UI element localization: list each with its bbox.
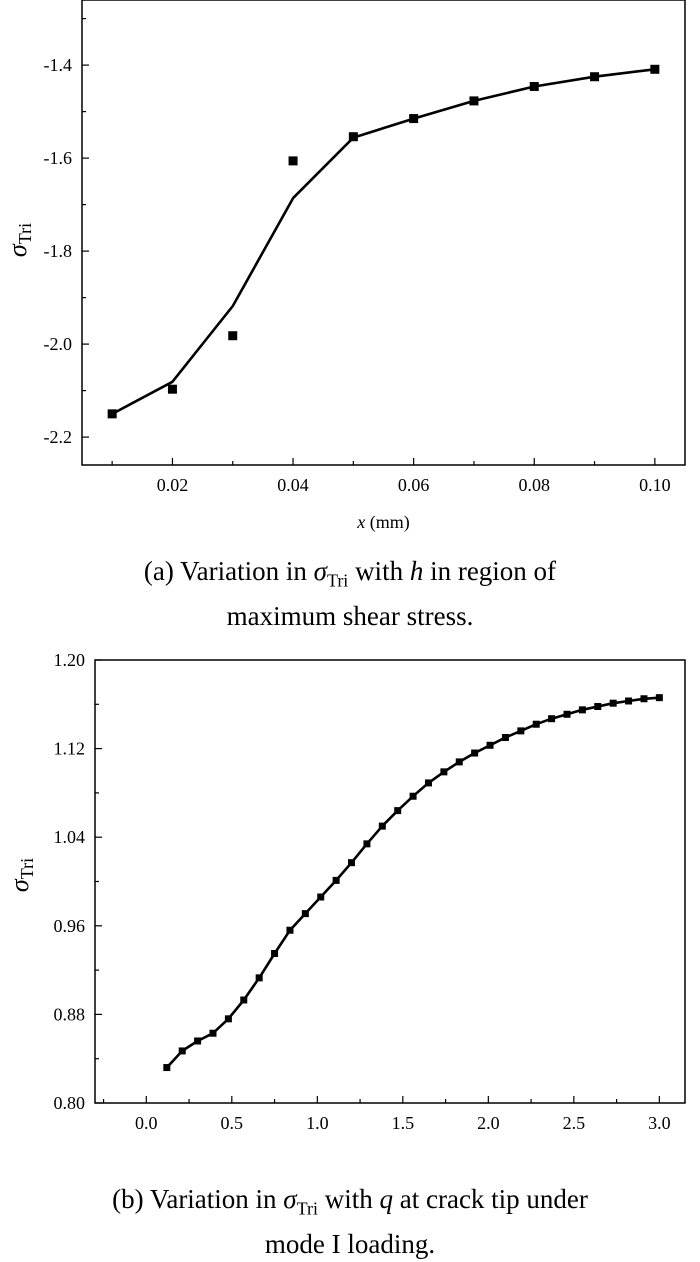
- x-axis-unit-a: (mm): [365, 512, 410, 533]
- y-axis-label-a: σTri: [3, 223, 35, 257]
- y-tick-label-b: 0.96: [54, 916, 86, 936]
- chart-b: 0.0 0.5 1.0 1.5 2.0 2.5 3.0 0.80 0.88 0.96 1.04 1.1…: [5, 650, 686, 1133]
- x-tick-label-a: 0.02: [157, 475, 189, 495]
- y-axis-subscript-b: Tri: [17, 858, 37, 879]
- data-point-b: [409, 792, 417, 800]
- series-line-a-1: [111, 68, 656, 416]
- y-axis-label-b: σTri: [5, 858, 37, 892]
- data-point-b: [317, 893, 325, 901]
- data-point-b: [486, 741, 494, 749]
- caption-b-line2: mode I loading.: [264, 1229, 436, 1260]
- chart-a: 0.02 0.04 0.06 0.08 0.10 -2.2 -2.0 -1.8 -1.6 -1.4…: [3, 0, 686, 533]
- caption-a-pre: (a) Variation in: [143, 556, 314, 586]
- data-point-b: [625, 697, 633, 705]
- data-point-b: [640, 695, 648, 703]
- caption-b-symbol: σ: [283, 1184, 297, 1214]
- y-tick-label-b: 0.88: [54, 1004, 86, 1024]
- data-point-b: [532, 720, 540, 728]
- x-tick-label-a: 0.08: [519, 475, 551, 495]
- data-point-b: [178, 1047, 186, 1055]
- y-axis-symbol-a: σ: [3, 243, 32, 257]
- data-point-b: [271, 949, 279, 957]
- data-point-b: [394, 807, 402, 815]
- caption-b-var: q: [379, 1184, 394, 1214]
- y-axis-subscript-a: Tri: [15, 223, 35, 244]
- y-tick-label-b: 1.12: [54, 739, 86, 759]
- caption-a-var: h: [409, 556, 424, 586]
- plot-frame-a: [81, 0, 686, 466]
- x-tick-label-a: 0.04: [277, 475, 309, 495]
- data-point-b: [655, 694, 663, 702]
- x-axis-label-a: x (mm): [356, 512, 410, 533]
- caption-b-pre: (b) Variation in: [112, 1184, 284, 1214]
- data-point-a: [288, 156, 298, 166]
- y-axis-symbol-b: σ: [5, 878, 34, 892]
- caption-a-subscript: Tri: [326, 570, 349, 591]
- data-point-b: [224, 1015, 232, 1023]
- data-point-b: [255, 974, 263, 982]
- data-point-a: [107, 409, 117, 419]
- y-tick-label-a: -2.0: [44, 334, 73, 354]
- y-tick-label-a: -2.2: [44, 427, 73, 447]
- caption-a-line2: maximum shear stress.: [226, 601, 474, 632]
- x-tick-label-a: 0.06: [398, 475, 430, 495]
- data-point-b: [286, 926, 294, 934]
- y-tick-label-a: -1.4: [44, 55, 73, 75]
- caption-b-line1: (b) Variation in σTri with q at crack ti…: [0, 1181, 700, 1226]
- caption-a-post: in region of: [423, 556, 557, 586]
- x-tick-label-b: 3.0: [648, 1113, 671, 1133]
- y-tick-label-a: -1.8: [44, 241, 73, 261]
- data-point-a: [167, 384, 177, 394]
- caption-b: (b) Variation in σTri with q at crack ti…: [0, 1181, 700, 1262]
- plot-frame-b: [94, 659, 686, 1104]
- series-line-b-0: [165, 696, 660, 1069]
- data-point-b: [209, 1029, 217, 1037]
- data-point-b: [455, 758, 463, 766]
- data-point-b: [563, 710, 571, 718]
- data-point-b: [301, 910, 309, 918]
- x-tick-label-a: 0.10: [639, 475, 671, 495]
- data-point-b: [594, 703, 602, 711]
- caption-a: (a) Variation in σTri with h in region o…: [0, 553, 700, 634]
- data-point-b: [378, 822, 386, 830]
- y-tick-label-b: 1.04: [54, 827, 86, 847]
- data-point-b: [501, 734, 509, 742]
- data-point-b: [471, 749, 479, 757]
- x-tick-label-b: 2.0: [477, 1113, 500, 1133]
- data-point-b: [163, 1064, 171, 1072]
- data-point-b: [609, 699, 617, 707]
- data-point-b: [517, 727, 525, 735]
- data-point-b: [548, 715, 556, 723]
- x-tick-label-b: 2.5: [563, 1113, 586, 1133]
- data-point-b: [424, 779, 432, 787]
- data-point-b: [348, 859, 356, 867]
- caption-b-mid: with: [317, 1184, 380, 1214]
- data-point-a: [228, 331, 238, 341]
- caption-a-symbol: σ: [313, 556, 327, 586]
- x-axis-var-a: x: [356, 512, 365, 532]
- y-tick-label-b: 0.80: [54, 1093, 86, 1113]
- caption-a-mid: with: [348, 556, 410, 586]
- x-tick-label-b: 1.0: [306, 1113, 329, 1133]
- y-tick-label-a: -1.6: [44, 148, 73, 168]
- data-point-b: [363, 840, 371, 848]
- x-tick-label-b: 0.5: [221, 1113, 244, 1133]
- caption-a-line1: (a) Variation in σTri with h in region o…: [0, 553, 700, 598]
- data-point-b: [332, 876, 340, 884]
- caption-b-subscript: Tri: [296, 1198, 318, 1219]
- data-point-b: [578, 706, 586, 714]
- caption-b-post: at crack tip under: [393, 1184, 588, 1214]
- data-point-b: [194, 1037, 202, 1045]
- y-tick-label-b: 1.20: [54, 650, 86, 670]
- data-point-b: [240, 996, 248, 1004]
- x-tick-label-b: 0.0: [135, 1113, 158, 1133]
- x-tick-label-b: 1.5: [392, 1113, 415, 1133]
- data-point-b: [440, 768, 448, 776]
